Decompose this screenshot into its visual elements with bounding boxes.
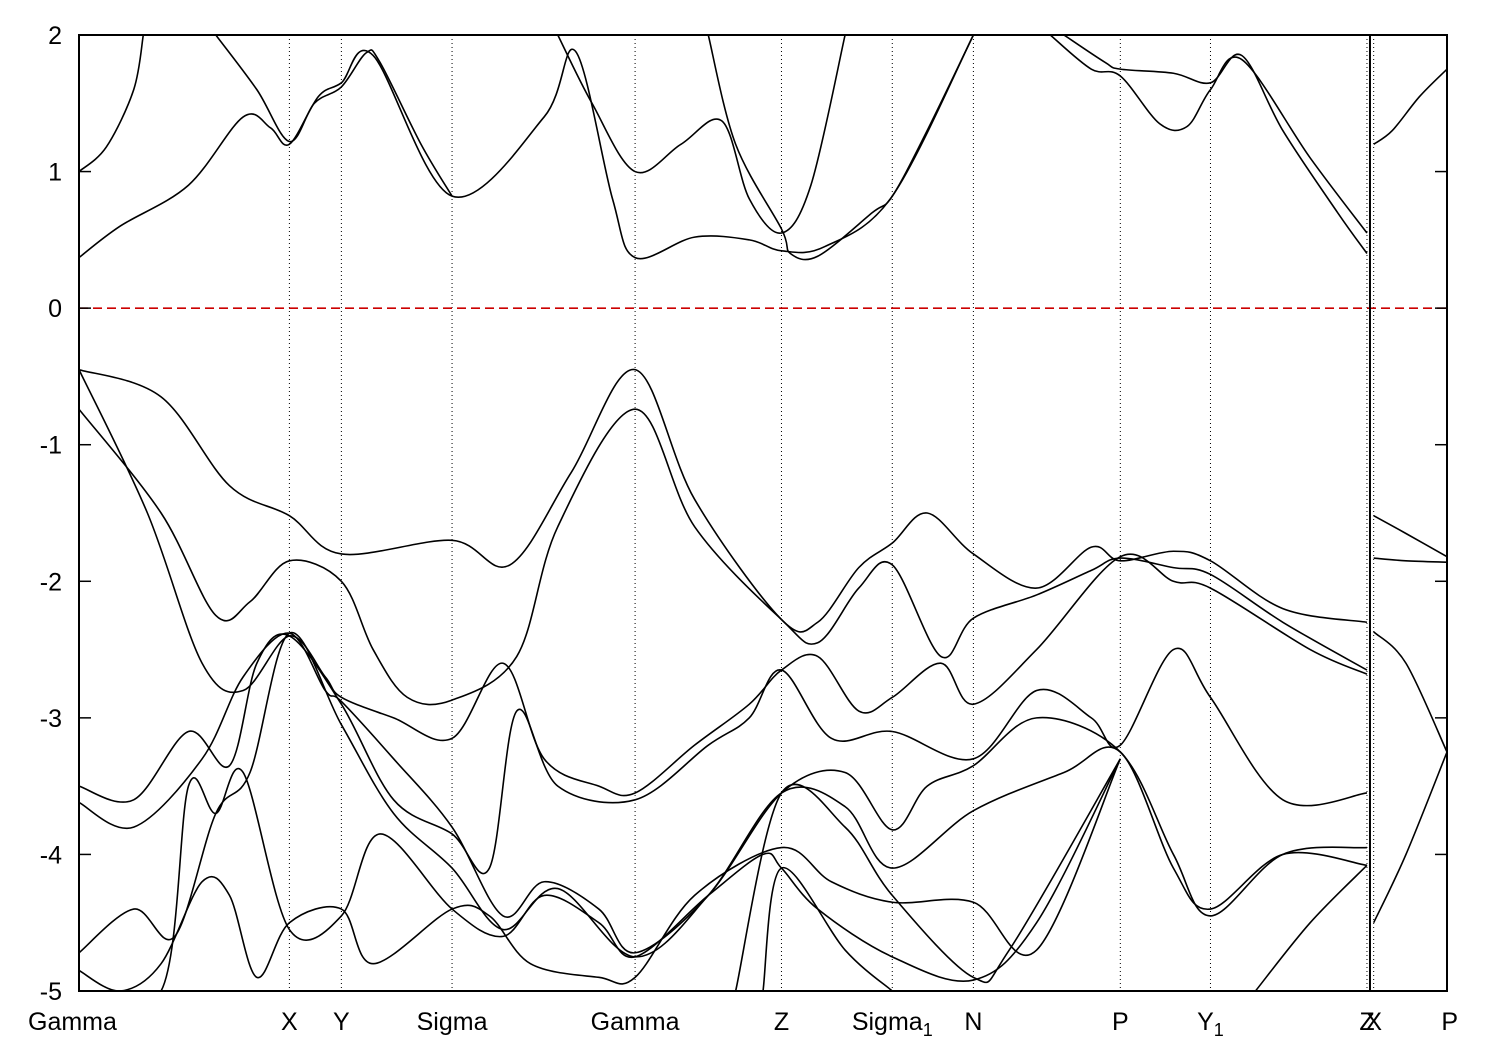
x-tick-label: Z (774, 1008, 789, 1036)
x-tick-label: Z (1359, 1008, 1374, 1036)
x-axis-ticks: Gamma X Y Sigma Gamma Z Sigma1 N P Y1 ZX P (28, 1008, 1458, 1040)
band-line (1373, 557, 1447, 563)
band-line (79, 369, 1368, 797)
y-tick-label: 1 (48, 159, 62, 187)
x-tick-label: Y1 (1197, 1008, 1224, 1040)
x-tick-label: Sigma (417, 1008, 488, 1036)
band-line (79, 408, 1368, 706)
band-line (79, 758, 1122, 991)
band-line (1254, 864, 1368, 991)
x-tick-label: Y (333, 1008, 350, 1036)
band-line (1373, 68, 1447, 145)
band-line (734, 758, 1122, 991)
band-line (79, 35, 975, 260)
band-line (1049, 35, 1368, 234)
band-line (1373, 631, 1447, 753)
band-line (707, 35, 975, 261)
band-line (79, 368, 1368, 633)
y-tick-label: 0 (48, 295, 62, 323)
y-tick-label: -2 (40, 568, 62, 596)
y-tick-label: 2 (48, 22, 62, 50)
band-line (1063, 35, 1368, 254)
plot-frame (78, 34, 1448, 992)
band-line (1372, 751, 1447, 924)
kpoint-gridlines (288, 35, 1375, 991)
band-line (79, 631, 1368, 958)
band-line (79, 758, 1122, 991)
y-tick-label: -1 (40, 432, 62, 460)
x-tick-label: X (1365, 1008, 1382, 1036)
band-line (1373, 515, 1447, 558)
x-tick-label: P (1112, 1008, 1129, 1036)
x-tick-label: Gamma (28, 1008, 117, 1036)
x-tick-label: Gamma (591, 1008, 680, 1036)
y-tick-label: -4 (40, 841, 62, 869)
y-tick-label: -3 (40, 705, 62, 733)
band-line (215, 35, 453, 197)
x-tick-label: Sigma1 (852, 1008, 933, 1040)
band-line (557, 35, 846, 234)
band-line (762, 867, 893, 991)
y-axis-ticks: -5 -4 -3 -2 -1 0 1 2 (40, 22, 1447, 1006)
x-tick-label: P (1441, 1008, 1458, 1036)
y-tick-label: -5 (40, 978, 62, 1006)
band-line (79, 633, 1368, 875)
x-tick-label: X (281, 1008, 298, 1036)
x-tick-label: N (964, 1008, 982, 1036)
band-lines (79, 35, 1447, 991)
band-line (79, 35, 145, 173)
